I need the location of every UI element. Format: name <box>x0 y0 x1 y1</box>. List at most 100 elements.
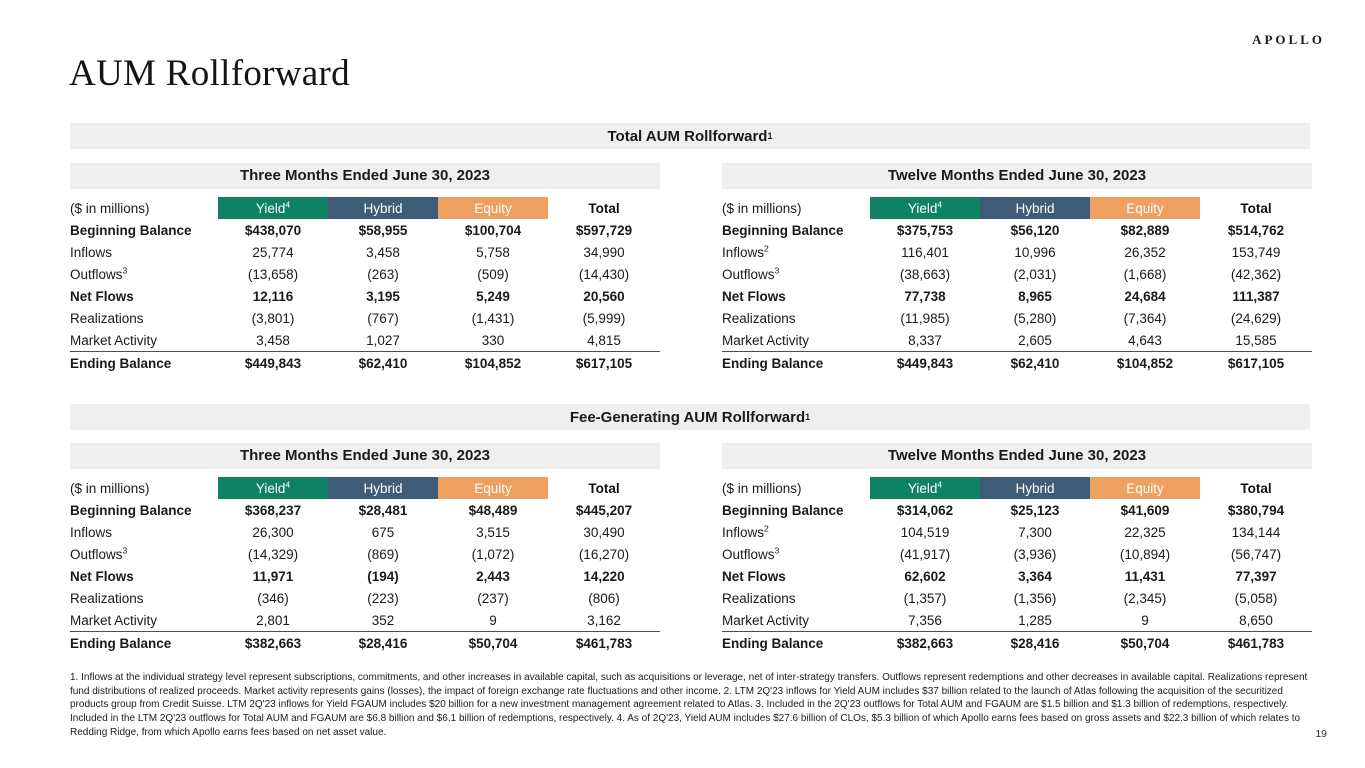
row-label: Inflows2 <box>722 243 769 260</box>
cell-value: 352 <box>371 612 395 628</box>
cell-value: 8,650 <box>1239 612 1273 628</box>
column-header-total: Total <box>1240 480 1272 496</box>
footnote-ref: 3 <box>122 265 128 275</box>
cell-value: (13,658) <box>247 266 299 282</box>
column-header-hybrid: Hybrid <box>980 197 1090 219</box>
cell-value: 26,300 <box>252 524 294 540</box>
table-row: Market Activity 3,458 1,027 330 4,815 <box>70 329 660 352</box>
period-header: Three Months Ended June 30, 2023 <box>70 443 660 469</box>
cell-value: 30,490 <box>583 524 625 540</box>
cell-value: 2,443 <box>476 568 510 584</box>
table-row: Inflows2 116,401 10,996 26,352 153,749 <box>722 241 1312 263</box>
row-label: Realizations <box>70 310 144 326</box>
table-row: Net Flows 77,738 8,965 24,684 111,387 <box>722 285 1312 307</box>
row-label: Realizations <box>722 310 796 326</box>
table-row: Realizations (346) (223) (237) (806) <box>70 587 660 609</box>
cell-value: 5,758 <box>476 244 510 260</box>
section-header-total-aum: Total AUM Rollforward 1 <box>70 123 1310 149</box>
cell-value: 2,605 <box>1018 332 1052 348</box>
row-label: Market Activity <box>722 612 810 628</box>
cell-value: 20,560 <box>583 288 625 304</box>
table-row: Market Activity 2,801 352 9 3,162 <box>70 609 660 632</box>
aum-table: ($ in millions) Yield4 Hybrid Equity Tot… <box>722 197 1312 374</box>
cell-value: 3,364 <box>1018 568 1052 584</box>
column-header-row: ($ in millions) Yield4 Hybrid Equity Tot… <box>70 197 660 219</box>
cell-value: 26,352 <box>1124 244 1166 260</box>
cell-value: (3,936) <box>1013 546 1057 562</box>
cell-value: (5,999) <box>582 310 626 326</box>
cell-value: 116,401 <box>901 244 949 260</box>
page-title: AUM Rollforward <box>69 53 350 94</box>
cell-value: (2,031) <box>1013 266 1057 282</box>
cell-value: $25,123 <box>1010 502 1060 518</box>
cell-value: 675 <box>371 524 395 540</box>
cell-value: 24,684 <box>1124 288 1166 304</box>
cell-value: (509) <box>477 266 509 282</box>
cell-value: $617,105 <box>1200 351 1312 374</box>
cell-value: $449,843 <box>870 351 980 374</box>
section-title: Fee-Generating AUM Rollforward <box>569 408 806 426</box>
cell-value: (56,747) <box>1230 546 1282 562</box>
cell-value: $368,237 <box>244 502 302 518</box>
cell-value: 3,458 <box>366 244 400 260</box>
row-label: Market Activity <box>722 332 810 348</box>
footnote-ref: 3 <box>774 265 780 275</box>
row-label: Outflows3 <box>722 265 780 282</box>
cell-value: (194) <box>367 568 399 584</box>
section-title: Total AUM Rollforward <box>607 127 768 145</box>
table-total-aum-3m: Three Months Ended June 30, 2023 ($ in m… <box>70 163 660 374</box>
footnote-ref: 2 <box>764 523 769 533</box>
cell-value: (7,364) <box>1123 310 1167 326</box>
table-row: Realizations (3,801) (767) (1,431) (5,999) <box>70 307 660 329</box>
table-row: Outflows3 (13,658) (263) (509) (14,430) <box>70 263 660 285</box>
column-header-hybrid: Hybrid <box>980 477 1090 499</box>
cell-value: $48,489 <box>468 502 518 518</box>
table-row: Beginning Balance $438,070 $58,955 $100,704… <box>70 219 660 241</box>
section-header-fee-generating: Fee-Generating AUM Rollforward 1 <box>70 404 1310 430</box>
cell-value: (11,985) <box>900 310 950 326</box>
cell-value: $58,955 <box>358 222 408 238</box>
cell-value: (42,362) <box>1230 266 1282 282</box>
cell-value: (223) <box>367 590 399 606</box>
row-label: Outflows3 <box>722 545 780 562</box>
row-label: Net Flows <box>722 568 786 584</box>
cell-value: 77,397 <box>1235 568 1277 584</box>
cell-value: 3,458 <box>256 332 290 348</box>
cell-value: 111,387 <box>1232 288 1280 304</box>
cell-value: 9 <box>489 612 497 628</box>
table-row: Ending Balance $382,663 $28,416 $50,704 $461… <box>722 631 1312 654</box>
cell-value: 62,602 <box>904 568 946 584</box>
cell-value: (5,058) <box>1234 590 1278 606</box>
row-label: Realizations <box>722 590 796 606</box>
cell-value: $28,416 <box>328 631 438 654</box>
cell-value: 22,325 <box>1124 524 1166 540</box>
cell-value: $82,889 <box>1120 222 1170 238</box>
cell-value: $382,663 <box>870 631 980 654</box>
table-fgaum-3m: Three Months Ended June 30, 2023 ($ in m… <box>70 443 660 654</box>
row-label: Realizations <box>70 590 144 606</box>
cell-value: $28,481 <box>358 502 408 518</box>
table-row: Outflows3 (41,917) (3,936) (10,894) (56,747) <box>722 543 1312 565</box>
cell-value: 11,971 <box>252 568 294 584</box>
aum-table: ($ in millions) Yield4 Hybrid Equity Tot… <box>70 197 660 374</box>
row-label: Inflows <box>70 244 113 260</box>
aum-table: ($ in millions) Yield4 Hybrid Equity Tot… <box>70 477 660 654</box>
cell-value: (263) <box>367 266 399 282</box>
row-label: Inflows <box>70 524 113 540</box>
row-label: Net Flows <box>70 288 134 304</box>
aum-table: ($ in millions) Yield4 Hybrid Equity Tot… <box>722 477 1312 654</box>
cell-value: 14,220 <box>583 568 625 584</box>
cell-value: (767) <box>367 310 399 326</box>
cell-value: (1,668) <box>1123 266 1167 282</box>
column-header-row: ($ in millions) Yield4 Hybrid Equity Tot… <box>722 477 1312 499</box>
table-row: Outflows3 (14,329) (869) (1,072) (16,270) <box>70 543 660 565</box>
footnote-ref: 3 <box>774 545 780 555</box>
cell-value: (1,356) <box>1013 590 1057 606</box>
row-label: Beginning Balance <box>70 222 192 238</box>
cell-value: (806) <box>588 590 620 606</box>
cell-value: $375,753 <box>896 222 954 238</box>
unit-label: ($ in millions) <box>70 480 150 496</box>
table-row: Outflows3 (38,663) (2,031) (1,668) (42,362) <box>722 263 1312 285</box>
cell-value: $28,416 <box>980 631 1090 654</box>
table-row: Net Flows 11,971 (194) 2,443 14,220 <box>70 565 660 587</box>
